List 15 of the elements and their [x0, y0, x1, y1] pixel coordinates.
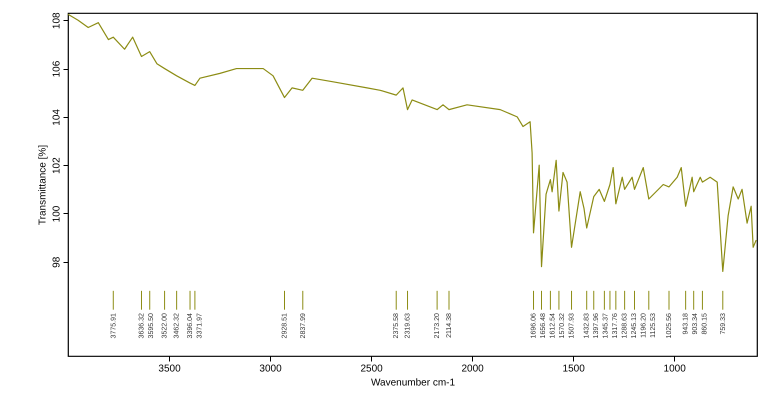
line-series — [67, 14, 757, 272]
y-tick-label: 108 — [52, 12, 62, 30]
x-tick-label: 3500 — [158, 364, 182, 374]
y-tick-label: 104 — [52, 108, 62, 126]
y-axis-title: Transmittance [%] — [38, 144, 48, 226]
x-tick-label: 1000 — [664, 364, 686, 374]
y-tick-label: 100 — [52, 205, 62, 222]
x-tick-label: 2000 — [461, 364, 484, 374]
x-axis-title: Wavenumber cm-1 — [370, 378, 456, 388]
x-tick-label: 1500 — [562, 364, 586, 374]
x-tick-label: 2500 — [360, 364, 384, 374]
y-tick-label: 102 — [52, 156, 62, 174]
x-tick-label: 3000 — [259, 364, 282, 374]
y-tick-label: 98 — [52, 256, 62, 268]
y-tick-label: 106 — [52, 60, 62, 78]
